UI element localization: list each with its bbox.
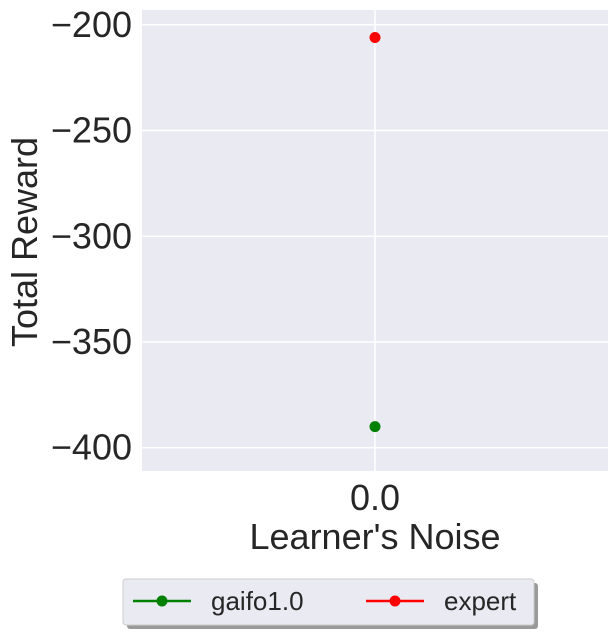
data-point-gaifo1-0 bbox=[369, 421, 381, 433]
x-tick-label: 0.0 bbox=[350, 477, 400, 518]
legend-box bbox=[122, 578, 535, 626]
data-points bbox=[369, 31, 381, 433]
grid-lines bbox=[142, 10, 608, 471]
y-axis-label: Total Reward bbox=[4, 137, 45, 347]
y-tick-label: −200 bbox=[51, 4, 132, 45]
legend: gaifo1.0 expert bbox=[122, 578, 538, 629]
legend-marker-1 bbox=[389, 595, 401, 607]
legend-marker-0 bbox=[156, 595, 168, 607]
y-tick-labels: −200 −250 −300 −350 −400 bbox=[51, 4, 132, 468]
y-tick-label: −300 bbox=[51, 215, 132, 256]
y-tick-label: −400 bbox=[51, 427, 132, 468]
y-tick-label: −250 bbox=[51, 110, 132, 151]
x-axis-label: Learner's Noise bbox=[250, 516, 501, 557]
x-tick-labels: 0.0 bbox=[350, 477, 400, 518]
data-point-expert bbox=[369, 31, 381, 43]
legend-label-1: expert bbox=[444, 586, 517, 616]
y-tick-label: −350 bbox=[51, 321, 132, 362]
legend-label-0: gaifo1.0 bbox=[211, 586, 304, 616]
